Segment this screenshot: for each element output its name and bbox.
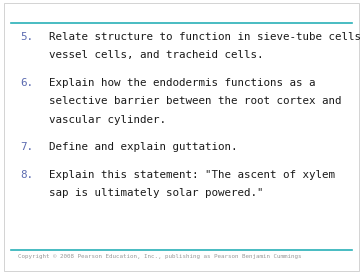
Text: vessel cells, and tracheid cells.: vessel cells, and tracheid cells.: [49, 50, 264, 60]
Text: Define and explain guttation.: Define and explain guttation.: [49, 142, 237, 152]
Text: sap is ultimately solar powered.": sap is ultimately solar powered.": [49, 188, 264, 198]
Text: selective barrier between the root cortex and: selective barrier between the root corte…: [49, 96, 342, 106]
FancyBboxPatch shape: [4, 3, 359, 271]
Text: Copyright © 2008 Pearson Education, Inc., publishing as Pearson Benjamin Cumming: Copyright © 2008 Pearson Education, Inc.…: [18, 254, 302, 259]
Text: 5.: 5.: [20, 32, 33, 41]
Text: 7.: 7.: [20, 142, 33, 152]
Text: vascular cylinder.: vascular cylinder.: [49, 115, 166, 125]
Text: 8.: 8.: [20, 170, 33, 179]
Text: Explain this statement: "The ascent of xylem: Explain this statement: "The ascent of x…: [49, 170, 335, 179]
Text: Explain how the endodermis functions as a: Explain how the endodermis functions as …: [49, 78, 315, 87]
Text: Relate structure to function in sieve-tube cells,: Relate structure to function in sieve-tu…: [49, 32, 363, 41]
Text: 6.: 6.: [20, 78, 33, 87]
